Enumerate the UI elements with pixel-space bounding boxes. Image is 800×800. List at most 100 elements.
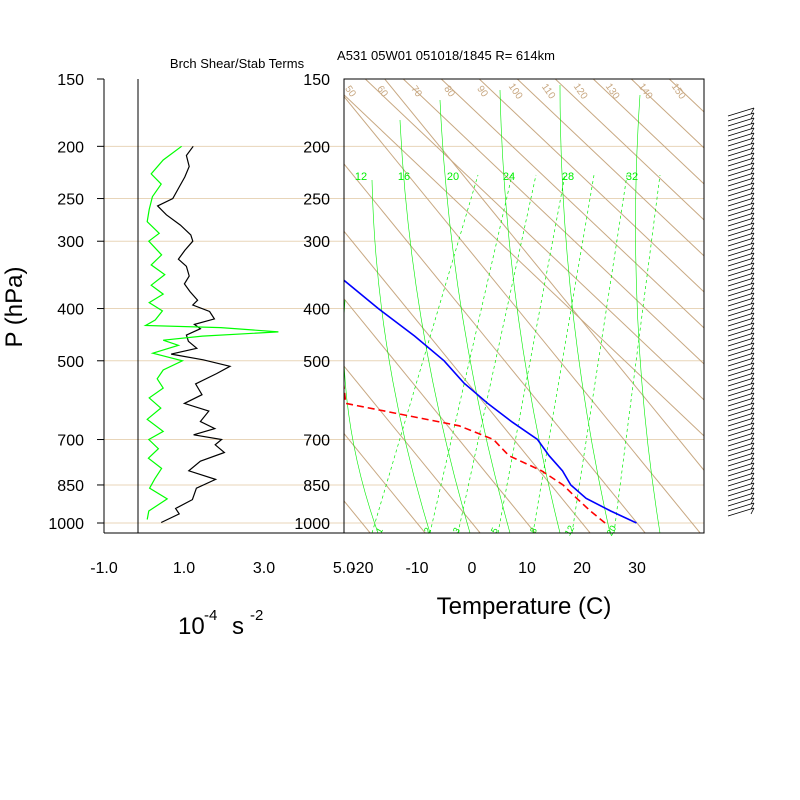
wind-barb-staff: [727, 457, 755, 467]
wind-barb-flag: [750, 152, 755, 160]
mixing-ratio-line: [371, 174, 479, 533]
right-y-tick-label: 1000: [294, 516, 330, 533]
left-x-axis-label-exp2: -2: [250, 607, 263, 624]
wind-barb-flag: [750, 162, 755, 170]
wind-barb-staff: [727, 287, 755, 297]
wind-barb-flag: [750, 107, 755, 115]
left-x-axis-label-exp1: -4: [204, 607, 217, 624]
wind-barb-staff: [727, 452, 755, 462]
dry-adiabat-line: [759, 20, 800, 560]
wind-barb-staff: [727, 107, 755, 117]
mixing-ratio-label: 20: [447, 171, 459, 183]
mixing-ratio-line: [429, 174, 513, 533]
left-x-axis-label-base: 10: [178, 613, 205, 640]
wind-barb-flag: [750, 237, 755, 245]
wind-barb-staff: [727, 122, 755, 132]
wind-barb-staff: [727, 467, 755, 477]
right-x-tick-label: -10: [405, 560, 428, 577]
wind-barb-staff: [727, 132, 755, 142]
isotherm-line: [0, 63, 261, 535]
wind-barb-flag: [750, 377, 755, 385]
wind-barb-flag: [750, 122, 755, 130]
wind-barb-flag: [750, 222, 755, 230]
moist-adiabat-line: [635, 94, 661, 533]
wind-barb-flag: [750, 392, 755, 400]
mixing-ratio-line: [613, 174, 661, 533]
wind-barb-staff: [727, 227, 755, 237]
wind-barb-staff: [727, 262, 755, 272]
wind-barb-staff: [727, 382, 755, 392]
wind-barb-staff: [727, 247, 755, 257]
isotherm-line: [0, 63, 206, 535]
dry-adiabat-line: [592, 79, 704, 185]
dewpoint-profile-line: [344, 381, 606, 524]
wind-barb-flag: [750, 277, 755, 285]
wind-barb-flag: [750, 442, 755, 450]
wind-barb-staff: [727, 297, 755, 307]
right-y-tick-label: 400: [303, 302, 330, 319]
wind-barb-flag: [750, 157, 755, 165]
mixing-ratio-bottom-label: 5: [489, 526, 500, 535]
wind-barb-flag: [750, 167, 755, 175]
right-y-tick-label: 250: [303, 192, 330, 209]
sounding-profiles: [344, 279, 637, 524]
left-panel-series: [143, 145, 279, 524]
mixing-ratio-line: [532, 174, 595, 533]
wind-barb-staff: [727, 347, 755, 357]
wind-barb-staff: [727, 307, 755, 317]
dry-adiabat-line: [364, 79, 704, 401]
isotherm-line: [344, 163, 646, 533]
wind-barb-flag: [750, 337, 755, 345]
wind-barb-staff: [727, 462, 755, 472]
wind-barb-staff: [727, 172, 755, 182]
moist-adiabat-line: [399, 119, 471, 533]
dry-adiabat-line: [440, 79, 704, 329]
dry-adiabat-line: [554, 79, 704, 221]
wind-barb-staff: [727, 157, 755, 167]
left-panel-isobars: [104, 145, 344, 524]
wind-barb-flag: [750, 232, 755, 240]
wind-barb-flag: [750, 427, 755, 435]
wind-barb-staff: [727, 437, 755, 447]
wind-barb-staff: [727, 212, 755, 222]
wind-barb-flag: [750, 357, 755, 365]
wind-barb-flag: [750, 267, 755, 275]
mixing-ratio-line: [457, 174, 537, 533]
wind-barb-flag: [750, 147, 755, 155]
dry-adiabat-line: [402, 79, 704, 365]
y-tick-labels: 150 150 200 200 250 250 300 300 400 400 500 500 700 7…: [48, 72, 330, 533]
right-x-tick-label: 20: [573, 560, 591, 577]
wind-barb-flag: [750, 472, 755, 480]
wind-barb-staff: [727, 507, 755, 517]
mixing-ratio-label: 24: [503, 171, 515, 183]
wind-barb-staff: [727, 127, 755, 137]
wind-barb-flag: [750, 117, 755, 125]
wind-barb-flag: [750, 172, 755, 180]
wind-barb-staff: [727, 282, 755, 292]
wind-barb-flag: [750, 497, 755, 505]
right-y-tick-label: 850: [303, 478, 330, 495]
dry-adiabat-label: 120: [571, 82, 590, 102]
wind-barb-flag: [750, 467, 755, 475]
right-x-tick-label: 0: [468, 560, 477, 577]
right-y-tick-label: 700: [303, 433, 330, 450]
wind-barb-staff: [727, 332, 755, 342]
wind-barb-staff: [727, 187, 755, 197]
wind-barb-flag: [750, 437, 755, 445]
stability-term-line: [143, 145, 279, 520]
wind-barb-flag: [750, 297, 755, 305]
wind-barb-staff: [727, 492, 755, 502]
wind-barb-staff: [727, 232, 755, 242]
left-y-tick-label: 1000: [48, 516, 84, 533]
wind-barb-flag: [750, 182, 755, 190]
left-x-tick-label: -1.0: [90, 560, 118, 577]
mixing-ratio-label: 12: [355, 171, 367, 183]
dry-adiabat-line: [630, 79, 704, 149]
wind-barb-staff: [727, 337, 755, 347]
mixing-ratio-line: [571, 174, 628, 533]
isotherm-line: [0, 63, 316, 535]
wind-barb-flag: [750, 142, 755, 150]
wind-barb-staff: [727, 192, 755, 202]
wind-barb-flag: [750, 352, 755, 360]
